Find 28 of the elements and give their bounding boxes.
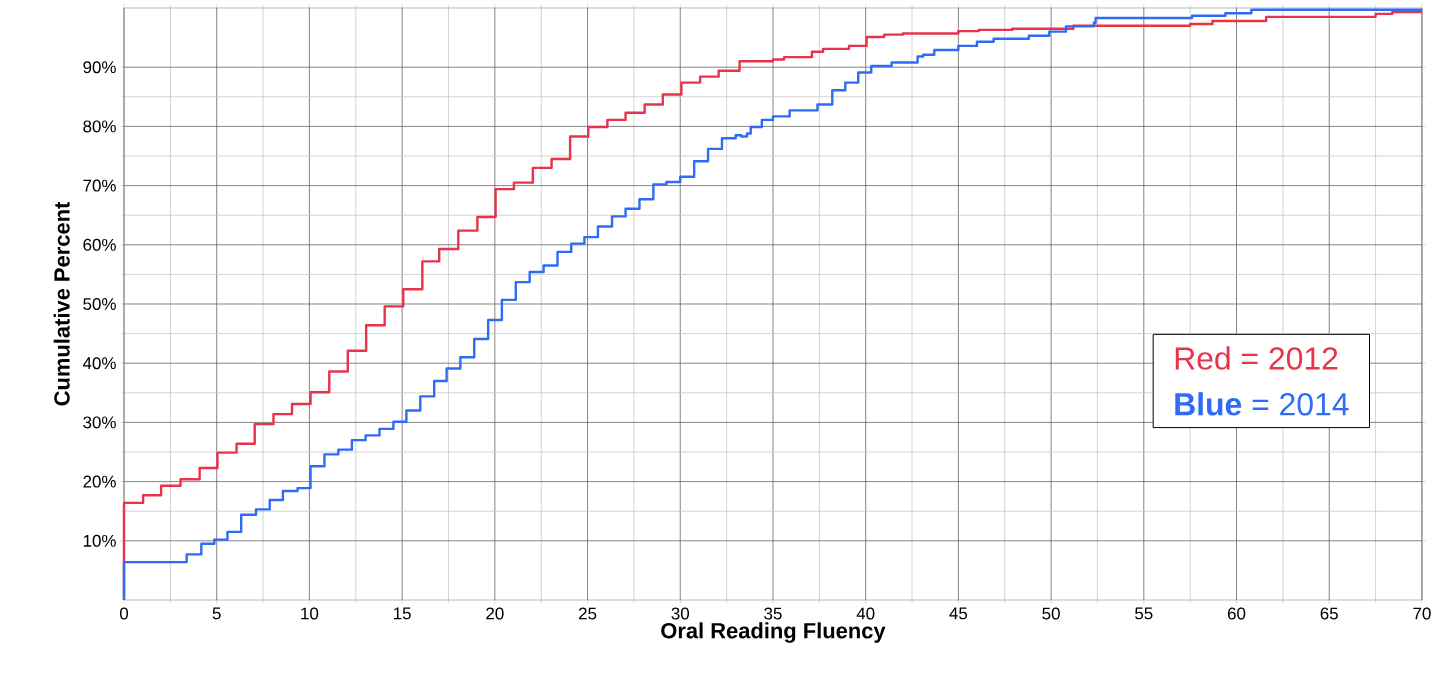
y-tick-label: 50% (83, 298, 116, 310)
x-tick-label: 70 (1413, 607, 1431, 620)
y-axis-title: Cumulative Percent (53, 201, 70, 406)
x-tick-label: 10 (301, 607, 319, 620)
x-tick-label: 45 (949, 607, 968, 620)
x-axis-title: Oral Reading Fluency (661, 622, 886, 643)
x-tick-label: 60 (1227, 607, 1246, 620)
x-tick-label: 35 (764, 607, 782, 620)
text: Red = 2012 (1175, 346, 1338, 370)
x-tick-label: 25 (578, 607, 597, 620)
x-tick-label: 0 (119, 607, 129, 620)
y-tick-label: 80% (83, 120, 116, 133)
x-tick-label: 65 (1320, 607, 1338, 620)
y-tick-label: 90% (83, 61, 116, 74)
y-tick-label: 30% (83, 416, 116, 429)
x-tick-label: 55 (1135, 607, 1153, 620)
x-tick-label: 40 (856, 607, 875, 620)
text: Blue = 2014 (1175, 392, 1349, 416)
y-tick-label: 40% (82, 357, 116, 370)
x-tick-label: 15 (394, 607, 411, 620)
y-tick-label: 10% (83, 534, 116, 547)
x-tick-label: 50 (1042, 607, 1060, 620)
y-tick-label: 20% (83, 475, 116, 488)
x-tick-label: 20 (486, 607, 504, 620)
y-tick-label: 70% (83, 179, 116, 192)
x-tick-label: 30 (671, 607, 690, 620)
y-tick-label: 60% (83, 238, 116, 251)
x-tick-label: 5 (212, 607, 221, 620)
